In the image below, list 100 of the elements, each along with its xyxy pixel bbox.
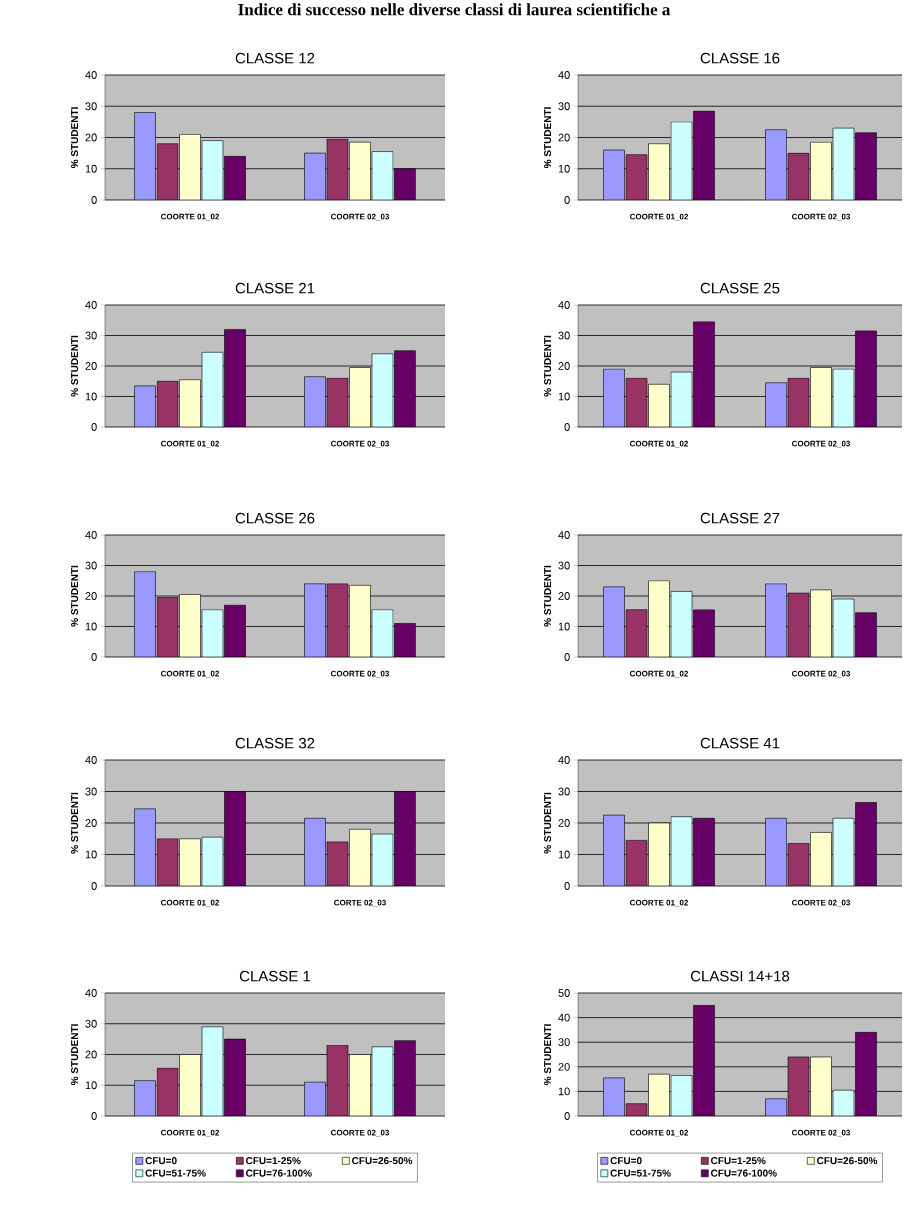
y-tick-label: 20 [85,1050,97,1059]
y-tick-label: 0 [564,653,570,661]
x-tick-label: COORTE 01_02 [160,899,220,907]
bar [224,604,246,657]
x-tick-label: COORTE 01_02 [629,899,689,907]
y-tick-label: 10 [558,850,570,859]
x-tick-label: COORTE 02_03 [791,213,851,221]
y-tick-label: 0 [564,1112,570,1120]
y-axis-title: % STUDENTI [71,335,79,397]
y-tick-label: 20 [85,592,97,600]
bar [224,791,246,886]
bar [304,1081,326,1116]
y-tick-label: 10 [85,850,97,859]
bar [765,583,787,657]
y-axis-title: % STUDENTI [71,565,79,627]
y-tick-label: 40 [85,301,97,309]
bar [765,382,787,427]
x-tick-label: COORTE 02_03 [330,440,390,448]
x-tick-label: COORTE 02_03 [791,1129,851,1137]
y-tick-label: 0 [91,423,97,431]
bar [349,829,371,886]
bar [179,838,201,886]
legend-label: CFU=0 [145,1157,177,1165]
y-tick-label: 0 [91,1112,97,1120]
chart-title: CLASSE 32 [235,737,315,749]
x-tick-label: CORTE 02_03 [334,899,386,907]
bar [810,141,832,200]
bar [765,129,787,200]
y-tick-label: 10 [85,622,97,631]
y-tick-label: 0 [564,423,570,431]
y-tick-label: 10 [558,392,570,401]
y-tick-label: 30 [85,1019,97,1028]
y-tick-label: 40 [558,301,570,309]
x-tick-label: COORTE 02_03 [330,213,390,221]
x-tick-label: COORTE 01_02 [629,440,689,448]
y-tick-label: 0 [91,882,97,890]
y-tick-label: 20 [85,362,97,370]
x-tick-label: COORTE 02_03 [330,670,390,678]
bar [304,376,326,427]
x-tick-label: COORTE 02_03 [791,670,851,678]
bar [349,585,371,657]
y-tick-label: 30 [85,787,97,796]
bar [603,1077,625,1116]
chart-title: CLASSE 41 [700,737,780,749]
y-axis-title: % STUDENTI [544,107,552,169]
bar [304,817,326,886]
bar [603,368,625,427]
y-tick-label: 20 [85,819,97,827]
y-axis-title: % STUDENTI [544,335,552,397]
y-tick-label: 10 [85,1081,97,1090]
x-tick-label: COORTE 01_02 [160,213,220,221]
y-tick-label: 20 [558,1062,570,1071]
x-tick-label: COORTE 01_02 [629,670,689,678]
chart-title: CLASSE 21 [235,282,315,294]
y-tick-label: 40 [558,1013,570,1022]
y-tick-label: 30 [85,331,97,340]
y-tick-label: 10 [558,164,570,173]
y-axis-title: % STUDENTI [544,565,552,627]
y-tick-label: 10 [558,1087,570,1096]
legend-label: CFU=0 [610,1157,642,1165]
legend-label: CFU=51-75% [610,1169,671,1177]
x-tick-label: COORTE 01_02 [160,440,220,448]
bar [134,808,156,886]
x-tick-label: COORTE 01_02 [629,1129,689,1137]
bar [648,580,670,657]
y-tick-label: 10 [85,164,97,173]
bar [603,814,625,886]
y-tick-label: 0 [91,653,97,661]
bar [810,367,832,427]
x-tick-label: COORTE 02_03 [330,1129,390,1137]
legend-label: CFU=26-50% [352,1157,413,1165]
y-tick-label: 40 [558,531,570,539]
legend-label: CFU=76-100% [246,1169,312,1177]
bar [765,817,787,886]
bar [224,155,246,200]
bar [648,822,670,886]
bar [349,367,371,427]
y-axis-title: % STUDENTI [71,1024,79,1086]
y-tick-label: 30 [558,102,570,111]
chart-title: CLASSE 12 [235,52,315,64]
chart-title: CLASSE 1 [239,970,311,982]
x-tick-label: COORTE 02_03 [791,899,851,907]
x-tick-label: COORTE 01_02 [160,1129,220,1137]
bar [810,832,832,886]
y-axis-title: % STUDENTI [71,792,79,854]
y-tick-label: 30 [558,331,570,340]
y-tick-label: 40 [558,71,570,79]
y-tick-label: 40 [85,989,97,997]
x-tick-label: COORTE 01_02 [160,670,220,678]
bar [179,594,201,657]
legend-label: CFU=76-100% [711,1169,777,1177]
legend-label: CFU=1-25% [711,1157,766,1165]
bar [394,168,416,200]
bar [304,152,326,200]
bar [648,1073,670,1116]
y-tick-label: 20 [558,362,570,370]
y-tick-label: 50 [558,989,570,997]
y-tick-label: 30 [85,102,97,111]
chart-title: CLASSE 25 [700,282,780,294]
y-tick-label: 30 [558,561,570,570]
